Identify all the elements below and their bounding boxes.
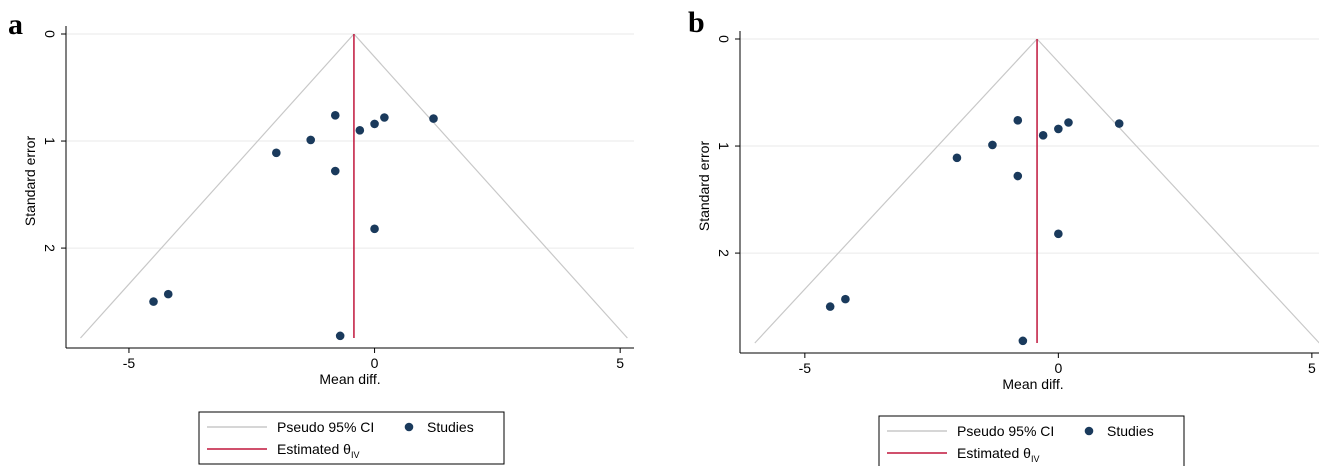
y-axis-title: Standard error — [22, 136, 38, 227]
study-point — [841, 294, 850, 304]
study-point — [825, 302, 835, 311]
study-point — [1054, 124, 1063, 134]
study-point — [380, 113, 389, 122]
ci-line-right — [353, 33, 628, 339]
study-point — [1038, 131, 1048, 140]
legend-box — [878, 415, 1185, 466]
legend-box — [198, 411, 505, 465]
study-point — [306, 135, 316, 145]
study-point — [149, 297, 158, 306]
legend-studies-swatch — [404, 422, 414, 432]
study-point — [272, 148, 281, 158]
study-point — [1064, 118, 1073, 127]
y-tick-label: 1 — [716, 142, 732, 150]
legend-ci-label: Pseudo 95% CI — [957, 423, 1054, 439]
y-tick-label: 2 — [716, 249, 732, 257]
legend-studies-swatch — [1084, 426, 1094, 436]
legend-estimate-label: Estimated θIV — [957, 445, 1039, 464]
study-point — [370, 224, 379, 234]
x-tick-label: -5 — [123, 355, 136, 371]
study-point — [330, 111, 340, 120]
legend-studies-label: Studies — [1107, 423, 1154, 439]
study-point — [1018, 336, 1028, 346]
x-axis-title: Mean diff. — [319, 371, 380, 387]
ci-line-left — [80, 33, 355, 339]
panel-label: a — [8, 8, 23, 41]
legend-studies-label: Studies — [427, 419, 474, 435]
legend-estimate-subscript: IV — [1031, 454, 1040, 464]
funnel-plot-a: -5 0 5 0 1 2 Mean diff. Standard error a Pseudo 9… — [8, 8, 634, 465]
study-point — [330, 166, 340, 176]
x-tick-label: 0 — [1054, 360, 1062, 376]
panel-label: b — [688, 6, 705, 39]
x-tick-label: 0 — [371, 355, 379, 371]
study-point — [952, 153, 962, 163]
y-tick-label: 0 — [42, 30, 58, 38]
x-tick-label: 5 — [1308, 360, 1316, 376]
ci-line-left — [754, 38, 1038, 344]
legend: Pseudo 95% CI Studies Estimated θIV — [198, 411, 505, 465]
study-point — [163, 289, 173, 299]
study-point — [1013, 116, 1023, 125]
study-point — [1114, 119, 1124, 128]
study-point — [370, 119, 379, 129]
funnel-plot-b: -5 0 5 0 1 2 Mean diff. Standard error b Pseudo 9… — [688, 6, 1319, 466]
x-tick-label: 5 — [616, 355, 624, 371]
y-tick-label: 2 — [42, 244, 58, 252]
y-tick-label: 0 — [716, 35, 732, 43]
legend-estimate-label: Estimated θIV — [277, 441, 359, 460]
legend: Pseudo 95% CI Studies Estimated θIV — [878, 415, 1185, 466]
legend-estimate-subscript: IV — [351, 450, 360, 460]
x-tick-label: -5 — [799, 360, 812, 376]
study-point — [1054, 229, 1063, 239]
y-axis-title: Standard error — [696, 141, 712, 232]
ci-line-right — [1036, 38, 1319, 344]
study-point — [1013, 171, 1023, 181]
y-tick-label: 1 — [42, 137, 58, 145]
legend-estimate-text: Estimated θ — [277, 441, 351, 457]
legend-ci-label: Pseudo 95% CI — [277, 419, 374, 435]
legend-estimate-text: Estimated θ — [957, 445, 1031, 461]
study-point — [429, 114, 438, 123]
study-point — [355, 126, 365, 135]
study-point — [988, 140, 997, 150]
x-axis-title: Mean diff. — [1002, 376, 1063, 392]
study-point — [335, 331, 345, 341]
